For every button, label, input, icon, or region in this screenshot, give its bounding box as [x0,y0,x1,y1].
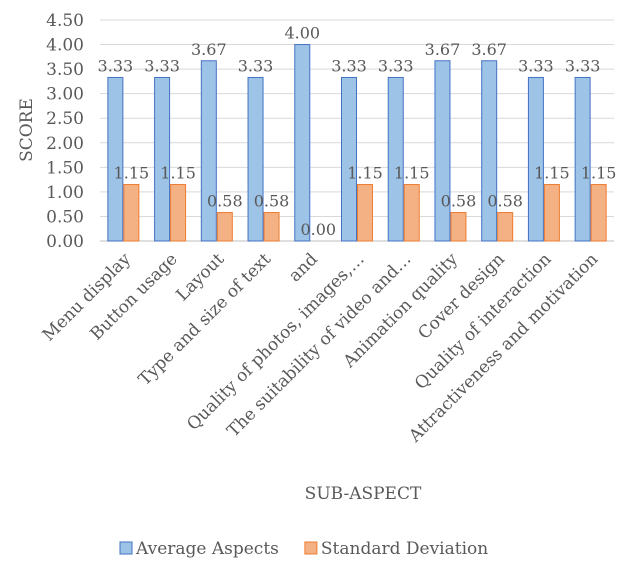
bar-std-dev [263,212,280,242]
data-label-average: 3.67 [471,40,507,59]
data-label-std-dev: 1.15 [581,164,617,183]
y-tick-label: 2.00 [46,134,84,154]
legend-swatch-std-dev [304,541,318,555]
legend: Average Aspects Standard Deviation [119,539,488,559]
bar-average [434,60,451,242]
data-label-std-dev: 1.15 [114,164,150,183]
bar-average [107,76,124,242]
y-axis: 0.00 0.50 1.00 1.50 2.00 2.50 3.00 3.50 4.00 4.50 [46,11,84,252]
x-tick-label: and [285,249,322,286]
legend-label-average: Average Aspects [135,539,279,559]
data-label-average: 3.67 [191,40,227,59]
bar-average [200,60,217,242]
bar-average [154,76,171,242]
data-label-average: 3.33 [565,56,601,75]
legend-swatch-average [119,541,133,555]
bars [107,44,607,242]
data-label-average: 3.33 [378,56,414,75]
data-label-average: 3.33 [518,56,554,75]
bar-std-dev [450,212,467,242]
y-tick-label: 4.50 [46,11,84,31]
data-label-std-dev: 0.58 [487,192,523,211]
y-tick-label: 3.50 [46,60,84,80]
data-label-std-dev: 1.15 [160,164,196,183]
y-axis-title: SCORE [17,98,37,162]
y-tick-label: 4.00 [46,36,84,56]
bar-average [387,76,404,242]
data-label-average: 3.33 [331,56,367,75]
y-tick-label: 1.50 [46,158,84,178]
data-label-average: 3.33 [238,56,274,75]
data-labels: 3.33 3.33 3.67 3.33 4.00 3.33 3.33 3.67 3.67 3.33… [98,24,617,239]
data-label-average: 3.33 [98,56,134,75]
data-label-std-dev: 0.00 [300,220,336,239]
bar-std-dev [216,212,233,242]
data-label-std-dev: 1.15 [534,164,570,183]
y-tick-label: 1.00 [46,183,84,203]
bar-std-dev [590,184,607,242]
data-label-average: 4.00 [284,24,320,43]
legend-label-std-dev: Standard Deviation [321,539,488,559]
data-label-std-dev: 0.58 [441,192,477,211]
x-axis-title: SUB-ASPECT [305,484,422,504]
data-label-std-dev: 0.58 [207,192,243,211]
y-tick-label: 3.00 [46,85,84,105]
bar-std-dev [497,212,514,242]
y-tick-label: 0.00 [46,232,84,252]
bar-average [527,76,544,242]
bar-std-dev [123,184,140,242]
data-label-average: 3.33 [144,56,180,75]
bar-std-dev [403,184,420,242]
y-tick-label: 2.50 [46,109,84,129]
data-label-std-dev: 1.15 [394,164,430,183]
bar-std-dev [357,184,373,242]
bar-average [574,76,591,242]
data-label-average: 3.67 [425,40,461,59]
data-label-std-dev: 0.58 [254,192,290,211]
data-label-std-dev: 1.15 [347,164,383,183]
bar-std-dev [170,184,187,242]
bar-average [294,44,311,242]
bar-average [481,60,498,242]
y-tick-label: 0.50 [46,207,84,227]
bar-average [341,76,357,242]
bar-average [247,76,264,242]
bar-std-dev [543,184,560,242]
